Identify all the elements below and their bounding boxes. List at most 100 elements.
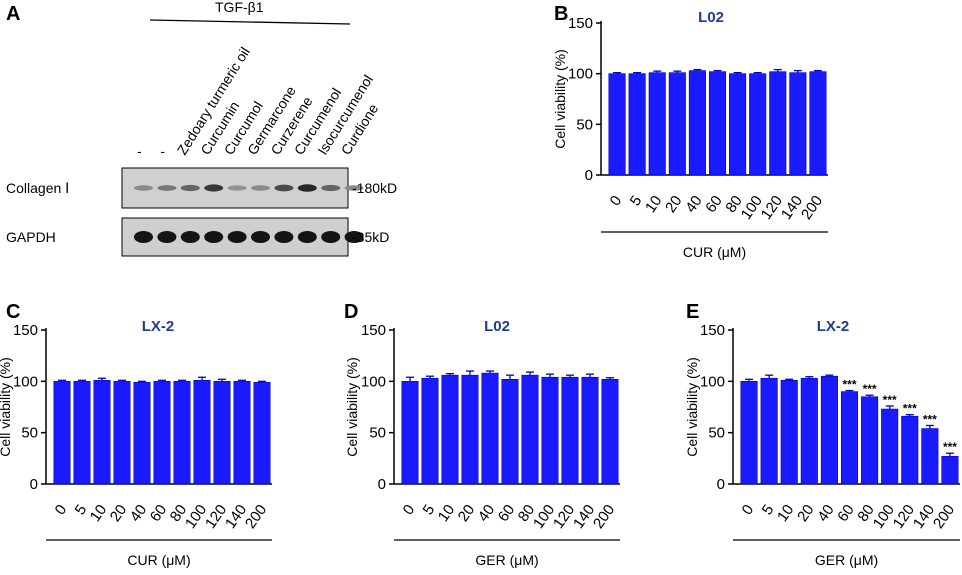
bar [780,380,798,485]
panel-letter: B [554,3,568,25]
x-tick-label: 40 [682,193,705,216]
x-tick-label: 20 [107,502,130,525]
chart-title: L02 [484,318,510,335]
x-tick-label: 10 [642,193,665,216]
bar [601,378,619,485]
x-tick-label: 0 [400,502,419,519]
bar [541,376,559,485]
condition-label: - [137,143,142,159]
bar [740,381,758,485]
y-tick-label: 100 [700,373,725,390]
y-tick-label: 50 [21,425,38,442]
x-tick-label: 200 [930,502,958,532]
y-axis-title: Cell viability (%) [552,49,568,149]
significance-label: *** [943,440,957,454]
bar [800,377,818,485]
y-tick-label: 150 [13,322,38,339]
y-tick-label: 0 [378,476,386,493]
significance-label: *** [863,382,877,396]
blot-band [134,231,153,243]
bar [133,382,151,485]
x-axis-title: CUR (μM) [127,552,190,568]
x-tick-label: 60 [495,502,518,525]
bar [729,73,747,176]
panel-letter: C [6,301,20,323]
bar [173,381,191,485]
bar [501,378,519,485]
blot-band [204,184,224,192]
x-tick-label: 40 [127,502,150,525]
y-tick-label: 150 [568,15,593,32]
bar [749,73,767,176]
significance-label: *** [842,378,856,392]
x-tick-label: 0 [52,502,71,519]
bar [441,374,459,485]
y-tick-label: 100 [13,373,38,390]
blot-band [134,185,153,191]
bar [820,375,838,485]
blot-band [297,231,317,243]
y-axis-title: Cell viability (%) [684,357,700,457]
x-tick-label: 10 [87,502,110,525]
x-tick-label: 20 [455,502,478,525]
y-axis-title: Cell viability (%) [344,357,360,457]
bar [901,415,919,485]
bar [881,408,899,485]
bar [581,376,599,485]
bar [921,428,939,485]
blot-band [297,184,317,192]
significance-label: *** [923,412,937,426]
x-axis-title: GER (μM) [475,552,538,568]
bar [461,374,479,485]
bar [193,380,211,485]
significance-label: *** [903,402,917,416]
blot-band [157,231,177,243]
x-tick-label: 80 [167,502,190,525]
bar [421,377,439,485]
molecular-weight-label: -35kD [352,229,389,245]
x-tick-label: 200 [590,502,618,532]
blot-band [227,231,247,243]
x-axis-title: GER (μM) [815,552,878,568]
y-tick-label: 50 [708,425,725,442]
blot-band [157,185,177,191]
y-tick-label: 0 [585,167,593,184]
chart-title: LX-2 [817,318,850,335]
bar [73,381,91,485]
bar [668,72,686,176]
x-axis-title: CUR (μM) [683,244,746,260]
bar [628,73,646,176]
blot-band [251,185,270,191]
y-tick-label: 150 [361,322,386,339]
bar [253,382,271,485]
bar [213,381,231,485]
bar [688,70,706,176]
treatment-bracket-line [149,19,351,25]
bar [840,391,859,485]
blot-band [274,231,294,243]
bar [760,377,778,485]
x-tick-label: 60 [834,502,857,525]
x-tick-label: 80 [722,193,745,216]
y-tick-label: 50 [369,425,386,442]
condition-labels: - - Zedoary turmeric oilCurcuminCurcumolGe… [137,44,381,159]
x-tick-label: 200 [798,193,826,223]
x-tick-label: 40 [814,502,837,525]
x-tick-label: 60 [702,193,725,216]
chart-title: L02 [698,9,724,26]
blot-band [321,184,341,192]
bar [941,455,959,485]
bar [708,71,727,176]
bar [113,381,131,485]
blot-band [321,231,341,243]
bar [608,73,626,176]
y-tick-label: 50 [576,116,593,133]
bar [93,380,111,485]
molecular-weight-label: -180kD [352,180,397,196]
bar [233,381,251,485]
